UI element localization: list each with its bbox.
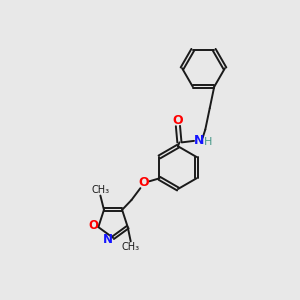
Text: N: N (194, 134, 204, 147)
Text: O: O (139, 176, 149, 189)
Text: O: O (172, 114, 183, 127)
Text: O: O (88, 219, 98, 232)
Text: CH₃: CH₃ (91, 184, 110, 195)
Text: N: N (103, 233, 113, 246)
Text: CH₃: CH₃ (122, 242, 140, 252)
Text: H: H (204, 137, 212, 147)
